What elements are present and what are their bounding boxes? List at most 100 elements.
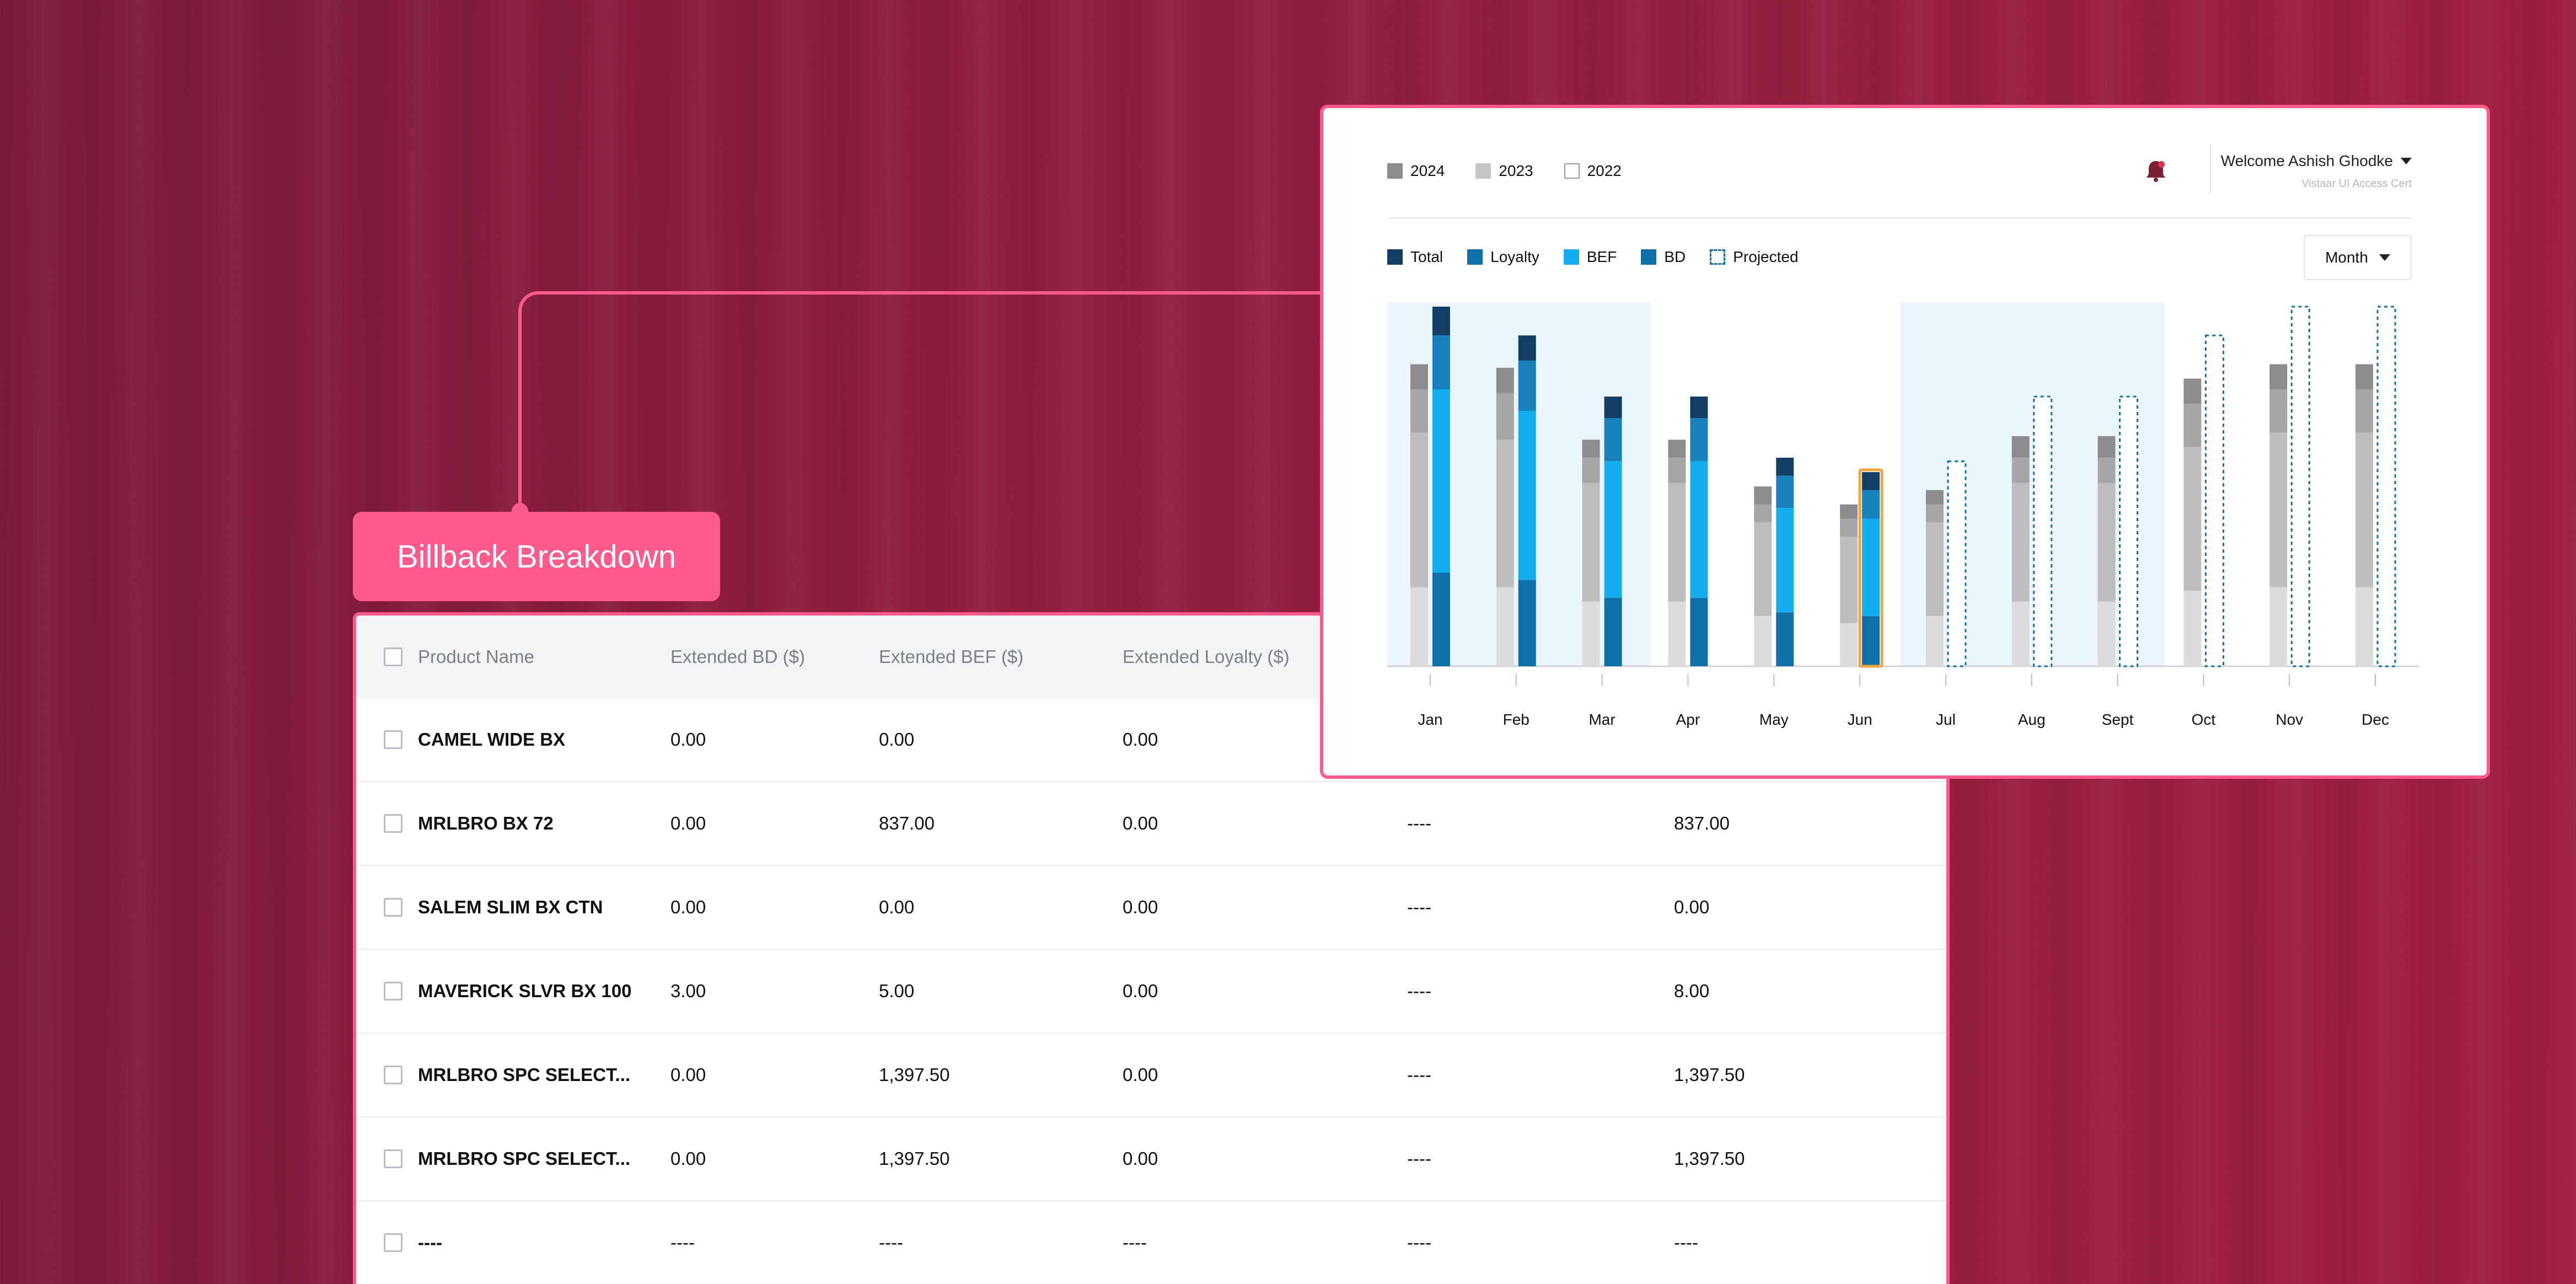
x-tick-label-jun: Jun bbox=[1848, 711, 1872, 728]
legend-2022[interactable]: 2022 bbox=[1564, 162, 1622, 180]
bar-prior-year-mar bbox=[1582, 457, 1600, 483]
row-checkbox[interactable] bbox=[384, 898, 402, 917]
badge-title: Billback Breakdown bbox=[396, 538, 677, 575]
bar-total-jun bbox=[1862, 472, 1880, 490]
bar-prior-year-jun bbox=[1840, 623, 1858, 666]
notification-bell-icon[interactable] bbox=[2145, 159, 2167, 183]
legend-2023[interactable]: 2023 bbox=[1475, 162, 1533, 180]
header-separator bbox=[1387, 217, 2412, 218]
x-tick-label-aug: Aug bbox=[2018, 711, 2046, 728]
bar-prior-year-aug bbox=[2011, 483, 2030, 602]
row-checkbox[interactable] bbox=[384, 730, 402, 749]
bar-prior-year-apr bbox=[1668, 457, 1686, 483]
x-tick-label-apr: Apr bbox=[1676, 711, 1700, 728]
cell-extended-bd: 3.00 bbox=[670, 981, 706, 1001]
bar-prior-year-jan bbox=[1410, 432, 1428, 587]
bar-prior-year-mar bbox=[1582, 483, 1600, 602]
cell-extended-bd: 0.00 bbox=[670, 729, 706, 750]
bar-total-jan bbox=[1432, 307, 1450, 336]
table-row[interactable]: ---- ---- ---- ---- ---- ---- bbox=[356, 1201, 1946, 1284]
bar-bef-mar bbox=[1604, 461, 1622, 598]
cell-extended-loyalty: 0.00 bbox=[1123, 1064, 1158, 1085]
bar-prior-year-nov bbox=[2269, 364, 2288, 389]
bar-projected-nov bbox=[2290, 306, 2310, 667]
table-row[interactable]: MAVERICK SLVR BX 100 3.00 5.00 0.00 ---- 8.00 bbox=[356, 950, 1946, 1034]
select-all-checkbox[interactable] bbox=[384, 648, 402, 666]
bar-prior-year-aug bbox=[2011, 457, 2030, 483]
cell-extended-bef: 5.00 bbox=[879, 981, 915, 1001]
legend-2024[interactable]: 2024 bbox=[1387, 162, 1445, 180]
bar-prior-year-jan bbox=[1410, 587, 1428, 666]
table-row[interactable]: SALEM SLIM BX CTN 0.00 0.00 0.00 ---- 0.00 bbox=[356, 866, 1946, 950]
x-tick-label-sept: Sept bbox=[2102, 711, 2134, 728]
cell-total: ---- bbox=[1674, 1232, 1698, 1253]
monthly-billback-chart: Jan Feb Mar Apr May Jun Jul Aug Sept Oct Nov Dec bbox=[1387, 302, 2418, 728]
legend-label-bef: BEF bbox=[1586, 248, 1617, 265]
billback-breakdown-badge: Billback Breakdown bbox=[353, 512, 720, 601]
bar-loyalty-apr bbox=[1690, 418, 1708, 462]
table-row[interactable]: MRLBRO SPC SELECT... 0.00 1,397.50 0.00 ----… bbox=[356, 1034, 1946, 1117]
row-checkbox[interactable] bbox=[384, 814, 402, 833]
x-tick-label-jul: Jul bbox=[1936, 711, 1956, 728]
cell-product-name: SALEM SLIM BX CTN bbox=[418, 897, 603, 917]
bar-prior-year-apr bbox=[1668, 483, 1686, 602]
bar-prior-year-aug bbox=[2011, 436, 2030, 458]
cell-product-name: ---- bbox=[418, 1232, 442, 1253]
cell-extra: ---- bbox=[1407, 1232, 1431, 1253]
legend-bd[interactable]: BD bbox=[1641, 248, 1686, 266]
bar-projected-dec bbox=[2376, 306, 2396, 667]
user-name: Welcome Ashish Ghodke bbox=[2220, 152, 2393, 169]
bar-prior-year-jul bbox=[1925, 522, 1944, 616]
period-select[interactable]: Month bbox=[2304, 235, 2412, 280]
bar-prior-year-feb bbox=[1496, 587, 1514, 666]
bar-bef-jan bbox=[1432, 389, 1450, 573]
cell-product-name: MAVERICK SLVR BX 100 bbox=[418, 981, 632, 1001]
x-tick-label-feb: Feb bbox=[1503, 711, 1530, 728]
bar-prior-year-apr bbox=[1668, 440, 1686, 458]
selected-bar-highlight bbox=[1858, 468, 1883, 668]
bar-prior-year-sept bbox=[2097, 483, 2116, 602]
bar-prior-year-dec bbox=[2355, 364, 2374, 389]
row-checkbox[interactable] bbox=[384, 1066, 402, 1084]
bar-prior-year-jun bbox=[1840, 504, 1858, 519]
header-extended-loyalty[interactable]: Extended Loyalty ($) bbox=[1123, 646, 1290, 667]
bar-loyalty-mar bbox=[1604, 418, 1622, 462]
cell-extended-loyalty: 0.00 bbox=[1123, 1148, 1158, 1169]
cell-extra: ---- bbox=[1407, 897, 1431, 917]
cell-product-name: CAMEL WIDE BX bbox=[418, 729, 566, 750]
table-row[interactable]: MRLBRO SPC SELECT... 0.00 1,397.50 0.00 ----… bbox=[356, 1117, 1946, 1201]
legend-total[interactable]: Total bbox=[1387, 248, 1443, 266]
bar-prior-year-jan bbox=[1410, 364, 1428, 389]
legend-loyalty[interactable]: Loyalty bbox=[1467, 248, 1539, 266]
chevron-down-icon bbox=[2401, 158, 2412, 164]
series-legend: Total Loyalty BEF BD Projected bbox=[1387, 248, 1799, 266]
legend-projected[interactable]: Projected bbox=[1710, 248, 1799, 266]
user-menu[interactable]: Welcome Ashish Ghodke Vistaar UI Access … bbox=[2221, 152, 2412, 190]
legend-label-loyalty: Loyalty bbox=[1490, 248, 1539, 265]
cell-extended-bef: 1,397.50 bbox=[879, 1148, 950, 1169]
bar-projected-aug bbox=[2033, 395, 2053, 667]
row-checkbox[interactable] bbox=[384, 1149, 402, 1168]
bar-prior-year-may bbox=[1754, 504, 1772, 523]
legend-swatch-2022 bbox=[1564, 163, 1580, 179]
cell-extended-bd: 0.00 bbox=[670, 897, 706, 917]
bar-prior-year-jun bbox=[1840, 537, 1858, 623]
legend-label-2022: 2022 bbox=[1587, 162, 1622, 179]
bar-bef-may bbox=[1776, 508, 1794, 613]
table-row[interactable]: MRLBRO BX 72 0.00 837.00 0.00 ---- 837.00 bbox=[356, 782, 1946, 866]
row-checkbox[interactable] bbox=[384, 982, 402, 1001]
cell-extended-bd: 0.00 bbox=[670, 1064, 706, 1085]
legend-swatch-bef bbox=[1563, 249, 1579, 265]
row-checkbox[interactable] bbox=[384, 1233, 402, 1252]
legend-bef[interactable]: BEF bbox=[1563, 248, 1617, 266]
header-extended-bef[interactable]: Extended BEF ($) bbox=[879, 646, 1024, 667]
table-row[interactable]: CAMEL WIDE BX 0.00 0.00 0.00 bbox=[356, 698, 1946, 782]
bar-loyalty-feb bbox=[1518, 360, 1536, 411]
bar-prior-year-jan bbox=[1410, 389, 1428, 433]
header-extended-bd[interactable]: Extended BD ($) bbox=[670, 646, 805, 667]
bar-prior-year-feb bbox=[1496, 367, 1514, 393]
cell-extended-loyalty: 0.00 bbox=[1123, 813, 1158, 833]
header-product-name[interactable]: Product Name bbox=[418, 646, 534, 667]
bar-prior-year-sept bbox=[2097, 457, 2116, 483]
bar-prior-year-jun bbox=[1840, 518, 1858, 537]
